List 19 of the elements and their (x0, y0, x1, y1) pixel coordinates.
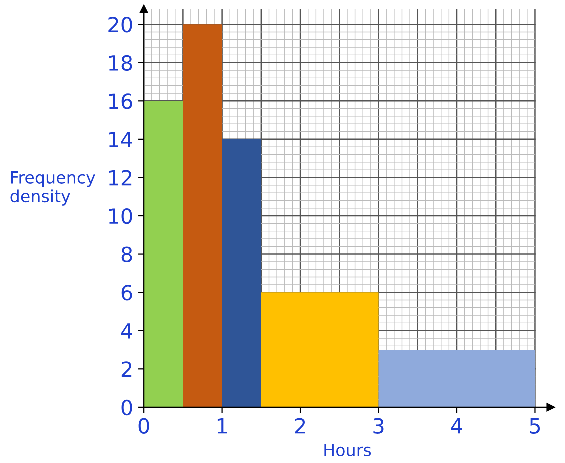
x-axis-title: Hours (324, 444, 372, 456)
x-tick-label: 3 (374, 418, 384, 434)
y-tick-label: 4 (121, 324, 132, 339)
y-tick-label: 8 (122, 246, 132, 263)
y-axis-title: Frequency density (10, 172, 96, 206)
x-tick-label: 5 (530, 418, 540, 434)
x-tick-label: 4 (451, 418, 462, 434)
y-tick-label: 12 (109, 170, 132, 186)
x-tick-label: 0 (138, 418, 150, 434)
y-tick-label: 0 (122, 400, 132, 416)
y-tick-label: 16 (109, 94, 132, 110)
x-tick-label: 1 (218, 418, 228, 434)
y-tick-label: 6 (122, 285, 132, 301)
y-tick-label: 18 (109, 55, 132, 72)
y-tick-label: 14 (109, 132, 132, 148)
y-tick-label: 2 (122, 362, 132, 378)
x-tick-label: 2 (295, 418, 306, 434)
y-tick-label: 20 (108, 17, 132, 33)
y-tick-label: 10 (109, 208, 132, 224)
